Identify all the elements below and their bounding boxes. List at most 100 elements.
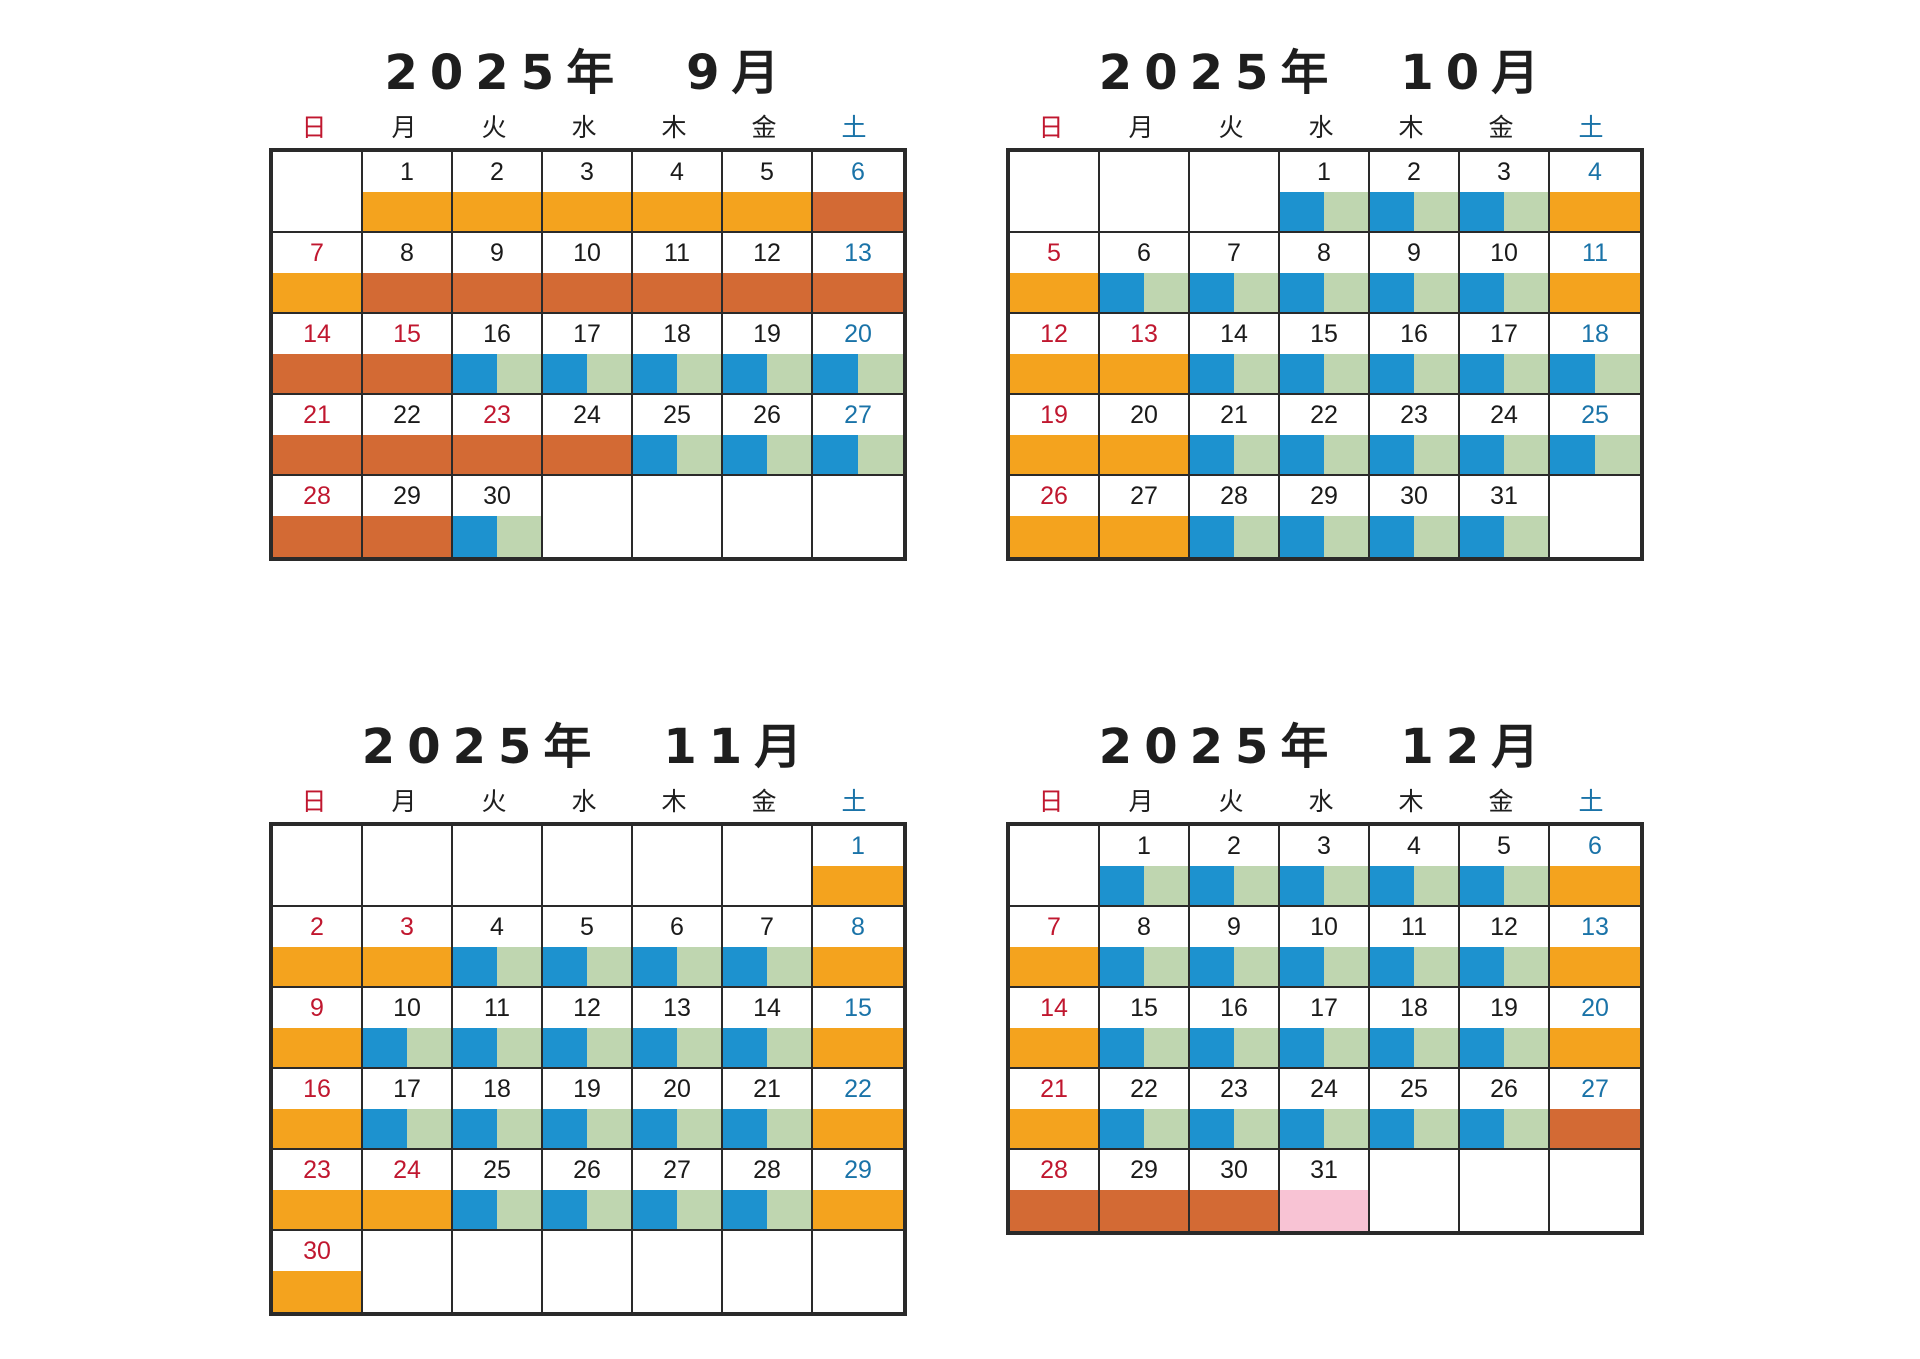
day-number: 10: [573, 239, 601, 267]
day-number: 29: [844, 1156, 872, 1184]
status-bar-split: [1190, 354, 1278, 393]
status-segment-sage: [767, 947, 811, 986]
day-cell: 17: [543, 314, 633, 395]
day-number: 25: [1400, 1075, 1428, 1103]
status-bar-split: [723, 1190, 811, 1229]
status-bar-split: [723, 354, 811, 393]
status-segment-sage: [1414, 947, 1458, 986]
status-segment-blue: [363, 1028, 407, 1067]
day-cell: 5: [1010, 233, 1100, 314]
status-bar-rust: [1550, 1109, 1640, 1148]
status-segment-blue: [453, 1109, 497, 1148]
status-segment-blue: [1370, 947, 1414, 986]
status-segment-sage: [497, 1028, 541, 1067]
status-segment-blue: [633, 1109, 677, 1148]
status-bar-split: [1370, 516, 1458, 557]
day-number: 25: [1581, 401, 1609, 429]
status-segment-blue: [453, 516, 497, 557]
status-bar-orange: [1010, 1028, 1098, 1067]
status-segment-blue: [1280, 192, 1324, 231]
status-bar-split: [453, 1190, 541, 1229]
status-bar-orange: [1010, 354, 1098, 393]
calendar-title: 2025年 11月: [361, 719, 815, 775]
weekday-label: 火: [1218, 113, 1244, 142]
status-bar-split: [1370, 354, 1458, 393]
day-number: 29: [1130, 1156, 1158, 1184]
day-cell: 16: [273, 1069, 363, 1150]
status-segment-blue: [1370, 516, 1414, 557]
day-number: 7: [760, 913, 774, 941]
status-bar-rust: [273, 435, 361, 474]
day-number: 6: [670, 913, 684, 941]
day-number: 12: [573, 994, 601, 1022]
status-bar-split: [1190, 1028, 1278, 1067]
status-bar-split: [1460, 1028, 1548, 1067]
day-cell: 9: [453, 233, 543, 314]
status-segment-blue: [1100, 1028, 1144, 1067]
day-number: 20: [663, 1075, 691, 1103]
weekday-label: 月: [391, 787, 417, 816]
status-segment-blue: [633, 947, 677, 986]
status-bar-orange: [1010, 1109, 1098, 1148]
day-number: 17: [1490, 320, 1518, 348]
day-number: 24: [393, 1156, 421, 1184]
status-bar-split: [1280, 354, 1368, 393]
weekday-label: 水: [571, 113, 597, 142]
status-segment-blue: [453, 1028, 497, 1067]
day-number: 18: [1581, 320, 1609, 348]
day-number: 19: [1490, 994, 1518, 1022]
day-number: 5: [1047, 239, 1061, 267]
day-cell: 11: [1550, 233, 1640, 314]
status-bar-orange: [1100, 516, 1188, 557]
day-cell: 23: [1190, 1069, 1280, 1150]
weekday-label: 日: [301, 113, 327, 142]
day-cell: 5: [723, 152, 813, 233]
status-segment-sage: [497, 516, 541, 557]
day-cell: 27: [1100, 476, 1190, 557]
status-segment-blue: [543, 947, 587, 986]
status-bar-split: [363, 1028, 451, 1067]
day-cell: 20: [1100, 395, 1190, 476]
day-number: 8: [851, 913, 865, 941]
status-bar-orange: [363, 947, 451, 986]
day-number: 19: [573, 1075, 601, 1103]
day-cell: 26: [1010, 476, 1100, 557]
status-bar-rust: [723, 273, 811, 312]
status-segment-sage: [1504, 435, 1548, 474]
day-cell: 10: [1460, 233, 1550, 314]
status-segment-sage: [1324, 435, 1368, 474]
status-segment-blue: [1100, 866, 1144, 905]
day-cell: 9: [1370, 233, 1460, 314]
day-cell: 14: [1010, 988, 1100, 1069]
day-number: 29: [393, 482, 421, 510]
status-segment-sage: [587, 1109, 631, 1148]
weekday-label: 火: [481, 787, 507, 816]
status-bar-orange: [273, 1271, 361, 1312]
status-bar-rust: [273, 354, 361, 393]
status-bar-orange: [1550, 1028, 1640, 1067]
day-number: 19: [753, 320, 781, 348]
status-bar-orange: [363, 1190, 451, 1229]
status-bar-split: [1370, 192, 1458, 231]
status-segment-sage: [767, 435, 811, 474]
day-cell: 24: [363, 1150, 453, 1231]
status-segment-sage: [1324, 192, 1368, 231]
status-bar-split: [1100, 273, 1188, 312]
status-segment-blue: [1460, 516, 1504, 557]
status-bar-rust: [813, 192, 903, 231]
day-cell: 19: [723, 314, 813, 395]
empty-cell: [1550, 1150, 1640, 1231]
day-cell: 21: [1190, 395, 1280, 476]
weekday-label: 日: [1038, 113, 1064, 142]
day-cell: 12: [1460, 907, 1550, 988]
day-cell: 19: [543, 1069, 633, 1150]
status-bar-split: [813, 435, 903, 474]
day-cell: 17: [1460, 314, 1550, 395]
status-bar-rust: [633, 273, 721, 312]
status-segment-sage: [1234, 435, 1278, 474]
status-segment-sage: [1504, 273, 1548, 312]
day-cell: 8: [1280, 233, 1370, 314]
day-number: 27: [844, 401, 872, 429]
day-number: 12: [1490, 913, 1518, 941]
calendar-december: 2025年 12月 日月火水木金土 1 2 3 4 5 6 7 8 9 10 11 12 13 14 15 1…: [1006, 712, 1644, 1235]
